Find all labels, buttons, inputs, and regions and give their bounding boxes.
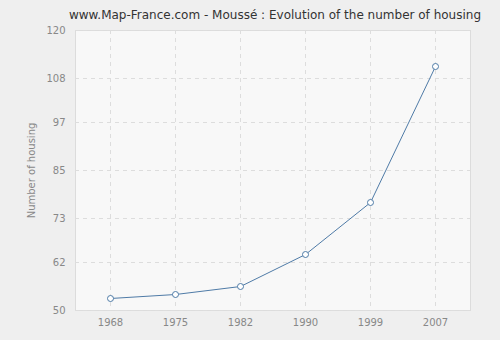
svg-text:1999: 1999 xyxy=(358,317,383,328)
svg-text:50: 50 xyxy=(53,305,66,316)
svg-text:1968: 1968 xyxy=(98,317,123,328)
svg-text:2007: 2007 xyxy=(423,317,448,328)
svg-text:73: 73 xyxy=(53,213,66,224)
svg-text:1982: 1982 xyxy=(228,317,253,328)
svg-text:Number of housing: Number of housing xyxy=(26,123,37,219)
html-text:www.Map-France.com - Moussé :: www.Map-France.com - Moussé : Evolution … xyxy=(69,8,481,22)
svg-text:120: 120 xyxy=(46,25,65,36)
svg-text:1990: 1990 xyxy=(293,317,318,328)
svg-text:108: 108 xyxy=(46,73,65,84)
svg-text:97: 97 xyxy=(53,117,66,128)
svg-text:85: 85 xyxy=(53,165,66,176)
svg-text:1975: 1975 xyxy=(163,317,188,328)
svg-text:62: 62 xyxy=(53,257,66,268)
